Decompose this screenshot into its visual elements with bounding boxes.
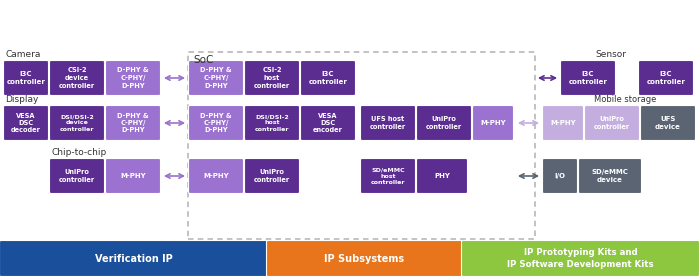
Text: D-PHY &
C-PHY/
D-PHY: D-PHY & C-PHY/ D-PHY — [200, 68, 232, 88]
Text: Camera: Camera — [5, 50, 41, 59]
FancyBboxPatch shape — [416, 158, 468, 194]
FancyBboxPatch shape — [542, 158, 578, 194]
Text: D-PHY &
C-PHY/
D-PHY: D-PHY & C-PHY/ D-PHY — [200, 112, 232, 134]
Text: Display: Display — [5, 95, 38, 104]
FancyBboxPatch shape — [640, 106, 696, 140]
FancyBboxPatch shape — [188, 158, 244, 194]
Text: UniPro
controller: UniPro controller — [254, 169, 290, 183]
Text: I3C
controller: I3C controller — [6, 71, 46, 85]
FancyBboxPatch shape — [473, 106, 514, 140]
FancyBboxPatch shape — [416, 106, 472, 140]
FancyBboxPatch shape — [360, 106, 416, 140]
Text: CSI-2
host
controller: CSI-2 host controller — [254, 68, 290, 88]
Text: SoC: SoC — [193, 55, 214, 65]
FancyBboxPatch shape — [578, 158, 641, 194]
Text: SD/eMMC
host
controller: SD/eMMC host controller — [371, 167, 405, 185]
Text: M-PHY: M-PHY — [203, 173, 229, 179]
Text: M-PHY: M-PHY — [480, 120, 506, 126]
FancyBboxPatch shape — [244, 106, 300, 140]
Text: VESA
DSC
encoder: VESA DSC encoder — [313, 112, 343, 134]
FancyBboxPatch shape — [0, 240, 267, 276]
Text: UFS host
controller: UFS host controller — [370, 116, 406, 130]
FancyBboxPatch shape — [638, 60, 694, 96]
FancyBboxPatch shape — [106, 106, 160, 140]
FancyBboxPatch shape — [50, 106, 104, 140]
Text: Verification IP: Verification IP — [94, 253, 172, 263]
Text: Chip-to-chip: Chip-to-chip — [51, 148, 106, 157]
FancyBboxPatch shape — [188, 106, 244, 140]
FancyBboxPatch shape — [50, 60, 104, 96]
FancyBboxPatch shape — [188, 60, 244, 96]
Text: UniPro
controller: UniPro controller — [426, 116, 462, 130]
FancyBboxPatch shape — [4, 60, 48, 96]
FancyBboxPatch shape — [50, 158, 104, 194]
Text: I3C
controller: I3C controller — [568, 71, 608, 85]
Text: Sensor: Sensor — [595, 50, 626, 59]
Text: I3C
controller: I3C controller — [309, 71, 347, 85]
Text: M-PHY: M-PHY — [550, 120, 576, 126]
FancyBboxPatch shape — [4, 106, 48, 140]
Text: D-PHY &
C-PHY/
D-PHY: D-PHY & C-PHY/ D-PHY — [117, 112, 149, 134]
Text: M-PHY: M-PHY — [120, 173, 146, 179]
Text: VESA
DSC
decoder: VESA DSC decoder — [11, 112, 41, 134]
Text: SD/eMMC
device: SD/eMMC device — [592, 169, 629, 183]
FancyBboxPatch shape — [244, 60, 300, 96]
Text: I/O: I/O — [554, 173, 566, 179]
Text: I3C
controller: I3C controller — [647, 71, 685, 85]
Text: UniPro
controller: UniPro controller — [59, 169, 95, 183]
FancyBboxPatch shape — [106, 158, 160, 194]
Text: UFS
device: UFS device — [655, 116, 681, 130]
FancyBboxPatch shape — [542, 106, 584, 140]
Text: D-PHY &
C-PHY/
D-PHY: D-PHY & C-PHY/ D-PHY — [117, 68, 149, 88]
Text: UniPro
controller: UniPro controller — [594, 116, 630, 130]
Text: PHY: PHY — [434, 173, 450, 179]
Text: Mobile storage: Mobile storage — [594, 95, 657, 104]
FancyBboxPatch shape — [300, 106, 356, 140]
FancyBboxPatch shape — [461, 240, 699, 276]
Text: DSI/DSI-2
device
controller: DSI/DSI-2 device controller — [60, 114, 94, 132]
FancyBboxPatch shape — [561, 60, 615, 96]
FancyBboxPatch shape — [244, 158, 300, 194]
FancyBboxPatch shape — [267, 240, 463, 276]
Text: IP Prototyping Kits and
IP Software Development Kits: IP Prototyping Kits and IP Software Deve… — [508, 248, 654, 268]
FancyBboxPatch shape — [300, 60, 356, 96]
Text: DSI/DSI-2
host
controller: DSI/DSI-2 host controller — [255, 114, 289, 132]
Text: IP Subsystems: IP Subsystems — [324, 253, 405, 263]
FancyBboxPatch shape — [360, 158, 416, 194]
FancyBboxPatch shape — [584, 106, 640, 140]
Text: CSI-2
device
controller: CSI-2 device controller — [59, 68, 95, 88]
FancyBboxPatch shape — [106, 60, 160, 96]
